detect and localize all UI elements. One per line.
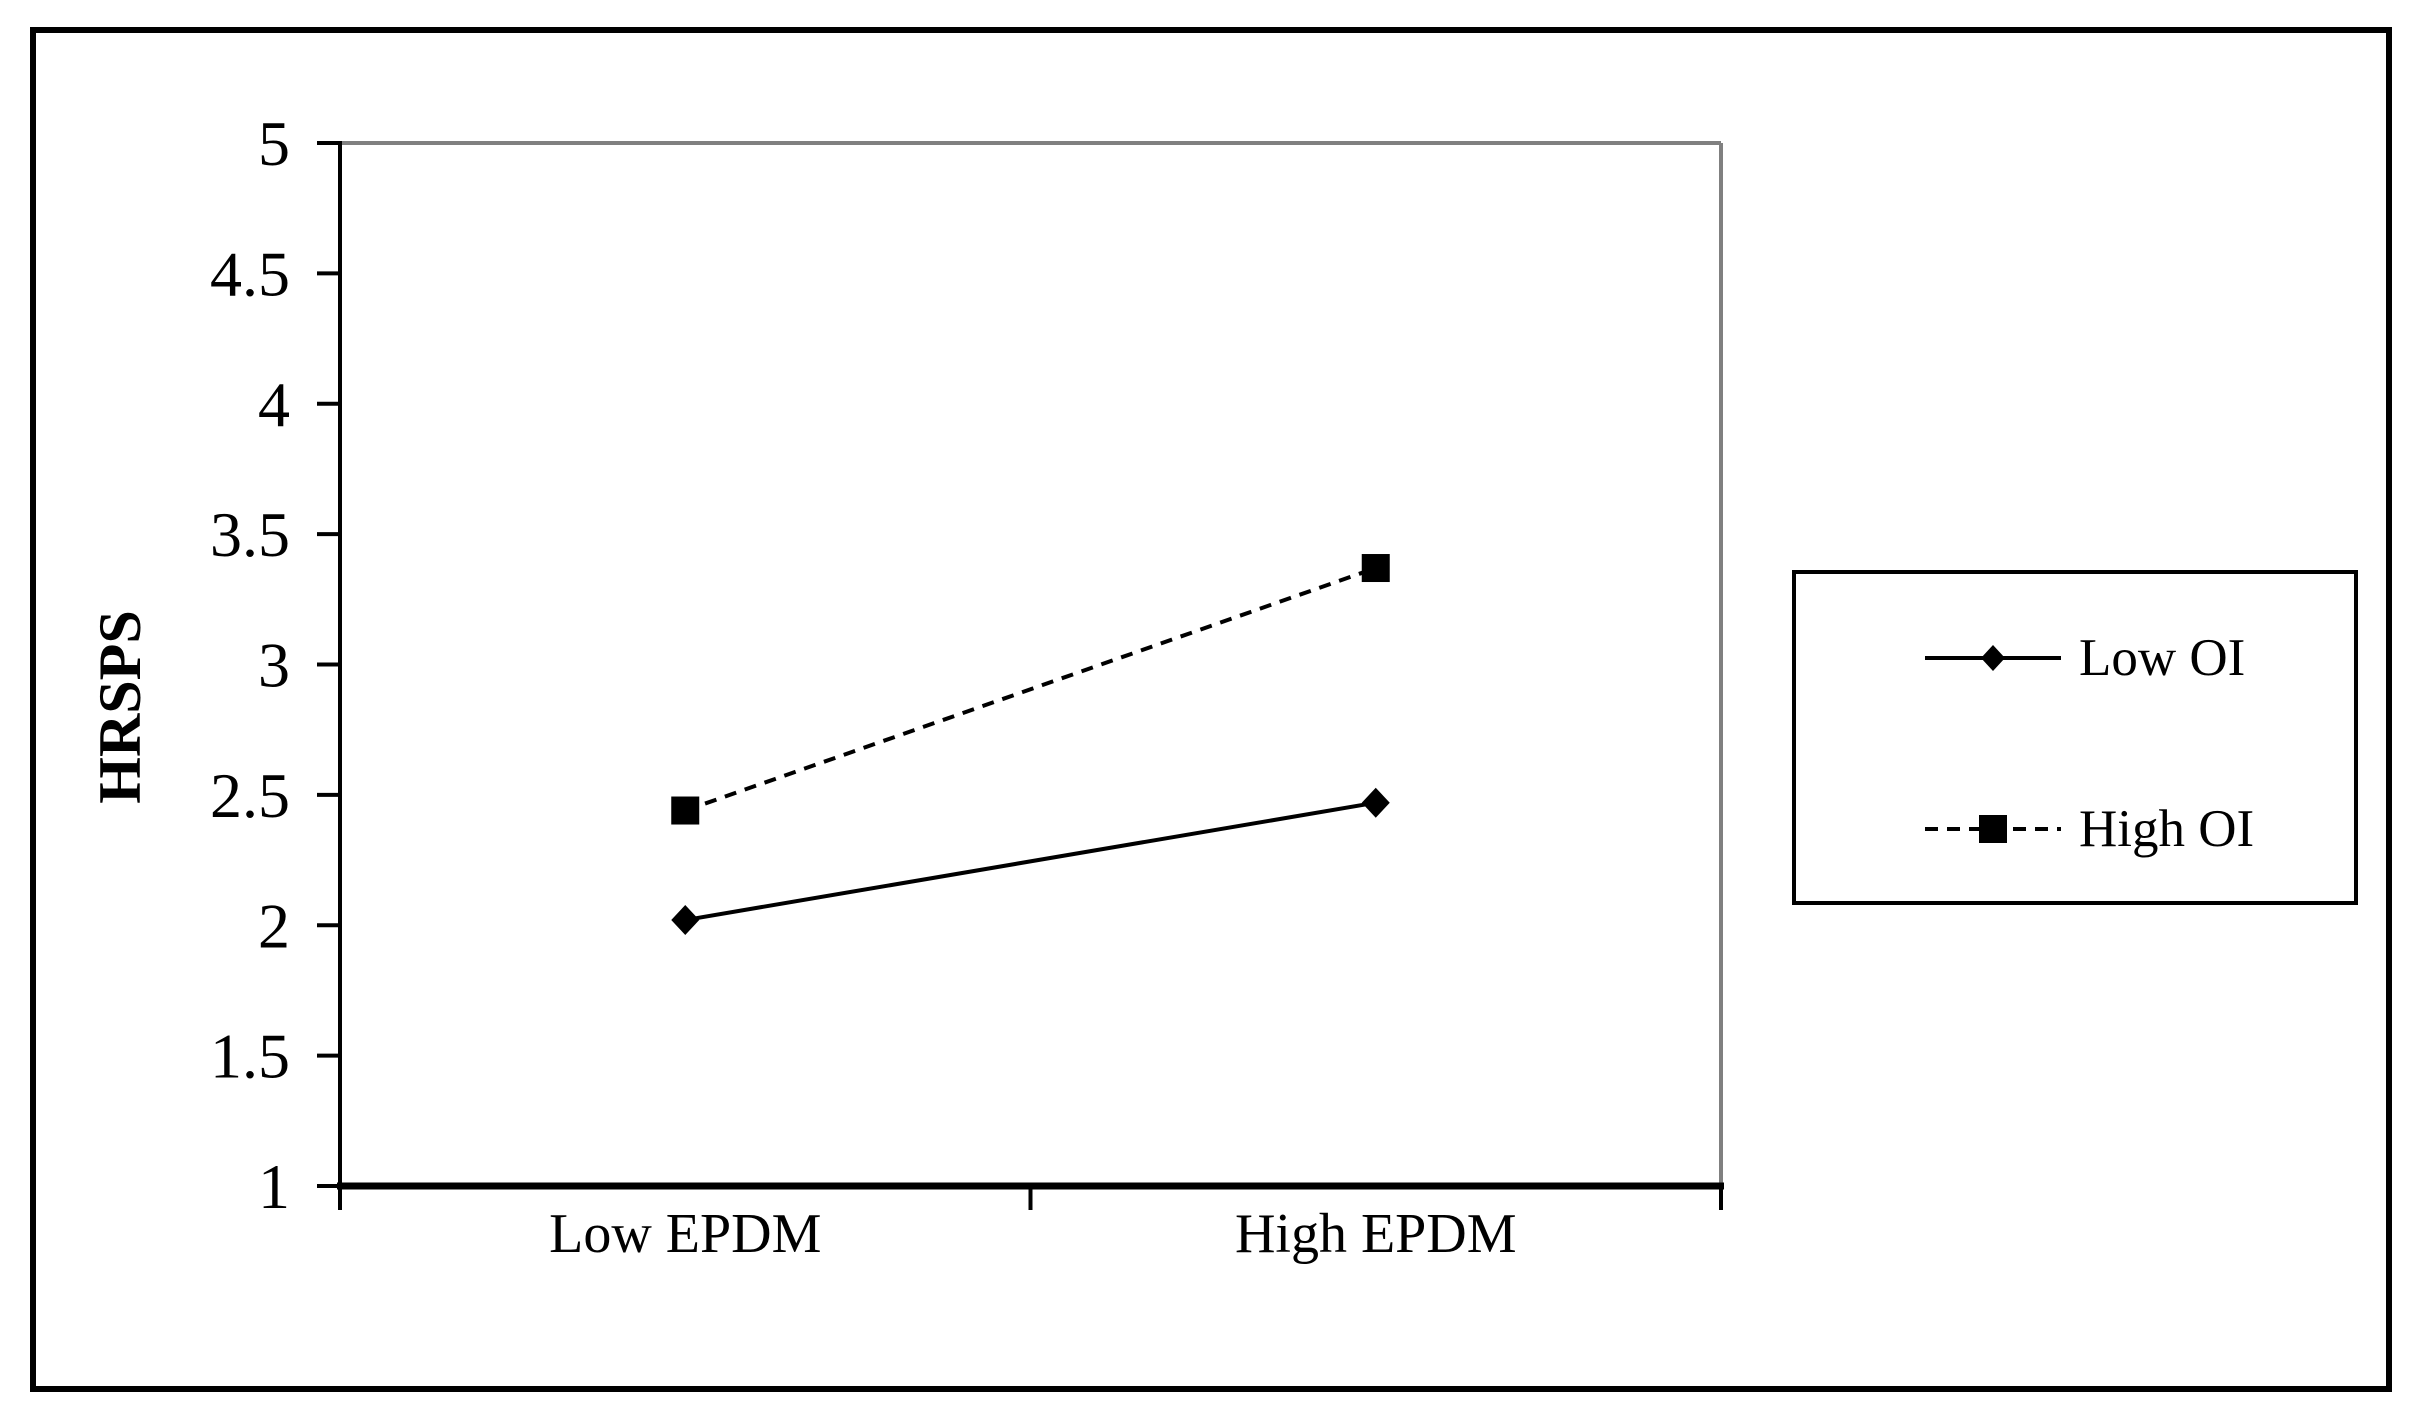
data-point-high-oi-0 <box>671 796 700 825</box>
y-tick-label: 2 <box>258 890 290 961</box>
x-category-label: Low EPDM <box>549 1203 821 1265</box>
y-tick-label: 5 <box>258 108 290 179</box>
y-tick-label: 2.5 <box>210 760 290 831</box>
y-tick-label: 4.5 <box>210 238 290 309</box>
data-point-low-oi-1 <box>1361 787 1390 818</box>
low-oi-diamond-marker-icon <box>1981 645 2005 671</box>
high-oi-legend-swatch <box>1925 815 2061 843</box>
y-tick-label: 3.5 <box>210 499 290 570</box>
series-line-high-oi <box>684 566 1377 813</box>
high-oi-square-marker-icon <box>1979 815 2007 843</box>
y-tick-label: 4 <box>258 369 290 440</box>
legend-item-low-oi: Low OI <box>1923 628 2246 687</box>
y-tick-label: 3 <box>258 630 290 701</box>
low-oi-legend-swatch <box>1925 645 2061 671</box>
legend-label-low-oi: Low OI <box>2079 628 2246 687</box>
legend-box: Low OI High OI <box>1792 570 2358 905</box>
y-tick-label: 1.5 <box>210 1021 290 1092</box>
y-tick-label: 1 <box>258 1151 290 1222</box>
series-line-low-oi <box>684 800 1377 923</box>
y-axis-title: HRSPS <box>87 610 153 803</box>
data-point-low-oi-0 <box>671 905 700 936</box>
x-category-label: High EPDM <box>1235 1203 1517 1265</box>
legend-label-high-oi: High OI <box>2079 799 2255 858</box>
legend-item-high-oi: High OI <box>1923 799 2255 858</box>
data-point-high-oi-1 <box>1361 554 1390 583</box>
